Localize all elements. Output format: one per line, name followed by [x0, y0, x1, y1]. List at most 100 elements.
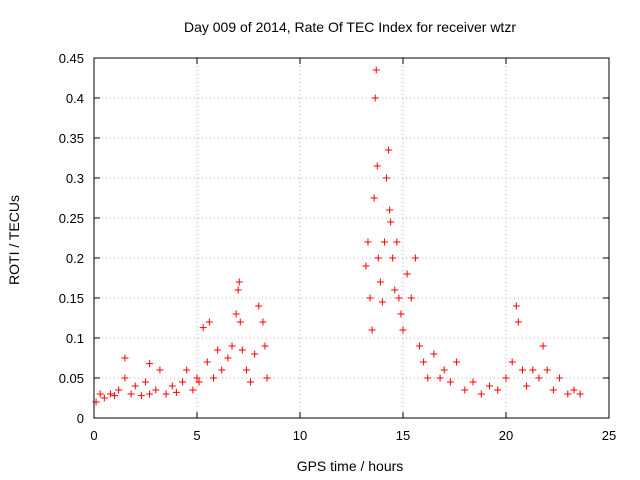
data-point	[366, 294, 374, 302]
data-point	[564, 390, 572, 398]
data-point	[453, 358, 461, 366]
data-point	[142, 378, 149, 386]
y-tick-label: 0.3	[66, 171, 84, 186]
data-point	[261, 342, 269, 350]
data-point	[259, 318, 267, 326]
data-point	[529, 366, 537, 374]
y-tick-label: 0.2	[66, 251, 84, 266]
data-point	[415, 342, 423, 350]
data-point	[424, 374, 432, 382]
data-point	[399, 326, 407, 334]
data-point	[96, 390, 104, 398]
x-tick-label: 25	[602, 428, 616, 443]
data-point	[514, 318, 522, 326]
data-point	[543, 366, 551, 374]
y-axis-label: ROTI / TECUs	[6, 195, 22, 285]
data-point	[189, 386, 197, 394]
data-point	[403, 270, 411, 278]
data-point	[430, 350, 438, 358]
data-point	[235, 278, 243, 286]
data-point	[477, 390, 485, 398]
data-point	[389, 254, 397, 262]
data-point	[385, 146, 393, 154]
data-point	[368, 326, 376, 334]
data-point	[106, 390, 114, 398]
data-point	[121, 374, 129, 382]
y-tick-label: 0.4	[66, 91, 84, 106]
y-tick-label: 0.45	[59, 51, 84, 66]
x-tick-label: 0	[90, 428, 97, 443]
data-point	[570, 386, 578, 394]
data-point	[370, 194, 378, 202]
data-point	[380, 238, 388, 246]
data-point	[436, 374, 444, 382]
x-tick-label: 5	[193, 428, 200, 443]
data-point	[251, 350, 259, 358]
data-point	[162, 390, 170, 398]
data-point	[411, 254, 419, 262]
data-point	[397, 310, 405, 318]
data-point	[232, 310, 240, 318]
data-point	[420, 358, 428, 366]
data-point	[115, 386, 123, 394]
data-point	[556, 374, 564, 382]
data-point	[195, 378, 203, 386]
data-point	[376, 278, 384, 286]
data-point	[486, 382, 494, 390]
plot-frame	[93, 57, 610, 419]
data-point	[461, 386, 469, 394]
x-tick-label: 15	[396, 428, 410, 443]
data-point	[549, 386, 557, 394]
x-tick-label: 10	[293, 428, 307, 443]
data-point	[203, 358, 211, 366]
y-tick-label: 0.05	[59, 371, 84, 386]
x-tick-label: 20	[499, 428, 513, 443]
data-point	[512, 302, 520, 310]
data-point	[100, 394, 108, 402]
data-point	[523, 382, 531, 390]
data-point	[371, 94, 379, 102]
data-point	[179, 378, 187, 386]
data-point	[146, 390, 154, 398]
data-point	[576, 390, 584, 398]
data-point	[393, 238, 401, 246]
data-point	[156, 366, 164, 374]
data-point	[247, 378, 255, 386]
data-point	[518, 366, 526, 374]
y-tick-label: 0.25	[59, 211, 84, 226]
data-points	[92, 66, 584, 406]
data-point	[263, 374, 271, 382]
data-point	[372, 66, 380, 74]
y-tick-label: 0.35	[59, 131, 84, 146]
data-point	[373, 162, 381, 170]
data-point	[224, 354, 232, 362]
data-point	[364, 238, 372, 246]
data-point	[255, 302, 263, 310]
data-point	[387, 218, 395, 226]
data-point	[440, 366, 448, 374]
data-point	[508, 358, 516, 366]
data-point	[469, 378, 477, 386]
data-point	[127, 390, 135, 398]
data-point	[205, 318, 213, 326]
chart-title: Day 009 of 2014, Rate Of TEC Index for r…	[184, 19, 516, 35]
data-point	[152, 386, 160, 394]
data-point	[383, 174, 391, 182]
x-axis-label: GPS time / hours	[297, 458, 404, 474]
data-point	[242, 366, 250, 374]
data-point	[386, 206, 394, 214]
data-point	[539, 342, 547, 350]
data-point	[137, 392, 145, 400]
data-point	[362, 262, 370, 270]
data-point	[214, 346, 222, 354]
data-point	[183, 366, 191, 374]
y-tick-label: 0	[77, 411, 84, 426]
data-point	[168, 382, 176, 390]
data-point	[199, 324, 207, 332]
y-tick-label: 0.15	[59, 291, 84, 306]
data-point	[234, 286, 242, 294]
data-point	[193, 374, 201, 382]
data-point	[391, 286, 399, 294]
data-point	[218, 366, 226, 374]
data-point	[407, 294, 415, 302]
